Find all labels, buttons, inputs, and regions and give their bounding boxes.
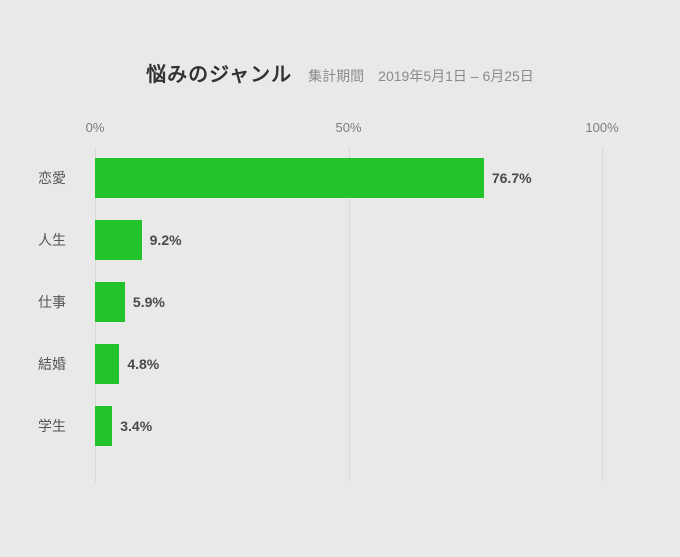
x-tick-0: 0% (85, 120, 105, 135)
x-tick-100: 100% (585, 120, 619, 135)
value-label: 76.7% (491, 170, 532, 186)
x-axis: 0% 50% 100% (86, 120, 619, 136)
chart-row: 結婚 4.8% (38, 333, 602, 395)
bar (95, 406, 113, 446)
bar (95, 344, 120, 384)
chart-title: 悩みのジャンル (146, 64, 293, 86)
category-label: 結婚 (38, 356, 66, 372)
bar (95, 220, 142, 260)
chart-header: 悩みのジャンル 集計期間 2019年5月1日 – 6月25日 (0, 58, 680, 87)
subtitle-label: 集計期間 (308, 68, 365, 84)
value-label: 5.9% (132, 294, 165, 310)
chart-row: 恋愛 76.7% (38, 147, 602, 209)
gridline-100 (602, 147, 603, 482)
chart-row: 学生 3.4% (38, 395, 602, 457)
category-label: 学生 (38, 418, 66, 434)
gridline-50 (348, 147, 350, 482)
value-label: 9.2% (149, 232, 182, 248)
category-label: 恋愛 (38, 170, 66, 186)
value-label: 3.4% (120, 418, 153, 434)
plot-area: 恋愛 76.7% 人生 9.2% 仕事 5.9% 結婚 4.8% 学生 3.4% (38, 147, 603, 482)
bar (95, 158, 484, 198)
value-label: 4.8% (127, 356, 160, 372)
chart-row: 仕事 5.9% (38, 271, 602, 333)
chart-subtitle: 集計期間 2019年5月1日 – 6月25日 (308, 66, 534, 86)
subtitle-value: 2019年5月1日 – 6月25日 (378, 68, 534, 84)
category-label: 人生 (38, 232, 66, 248)
x-tick-50: 50% (335, 120, 362, 135)
chart-row: 人生 9.2% (38, 209, 602, 271)
category-label: 仕事 (38, 294, 66, 310)
bar (95, 282, 125, 322)
